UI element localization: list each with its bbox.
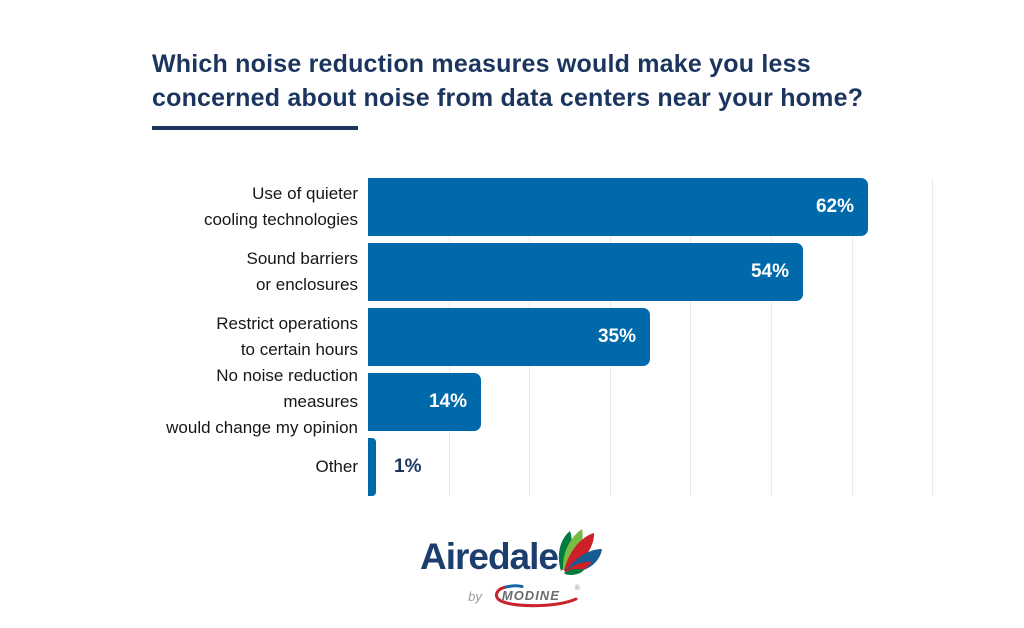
category-label: Other [315, 457, 358, 476]
value-label: 62% [815, 196, 854, 217]
bar: 35% [368, 308, 650, 366]
bar-track: 54% [368, 243, 1014, 301]
category-label: Sound barriers or enclosures [246, 249, 358, 294]
category-label: Restrict operations to certain hours [216, 314, 358, 359]
category-label: No noise reduction measures would change … [166, 366, 358, 437]
gridline-40 [690, 178, 691, 496]
title-underline [152, 126, 358, 130]
chart-row: Other 1% [148, 438, 1014, 496]
byline: by MODINE ® [468, 583, 580, 609]
airedale-wordmark: Airedale [419, 536, 559, 577]
byline-by: by [468, 588, 482, 604]
chart-title-line-1: Which noise reduction measures would mak… [152, 50, 811, 78]
bar-track: 35% [368, 308, 1014, 366]
bar: 62% [368, 178, 868, 236]
bar [368, 438, 376, 496]
chart-row: Sound barriers or enclosures 54% [148, 243, 1014, 301]
value-label: 54% [750, 261, 789, 282]
bar-track: 1% [368, 438, 1014, 496]
chart-row: Use of quieter cooling technologies 62% [148, 178, 1014, 236]
modine-registered-mark: ® [574, 585, 580, 592]
category-label: Use of quieter cooling technologies [203, 184, 358, 229]
bar-track: 62% [368, 178, 1014, 236]
gridline-60 [852, 178, 853, 496]
chart-row: Restrict operations to certain hours 35% [148, 308, 1014, 366]
modine-swoosh-icon [494, 584, 578, 608]
chart-title: Which noise reduction measures would mak… [152, 47, 932, 115]
gridline-70 [932, 178, 933, 496]
chart-rows: Use of quieter cooling technologies 62% Sou… [148, 178, 1014, 496]
value-label: 14% [428, 391, 467, 412]
brand-logo: Airedale by MODINE ® [0, 527, 1024, 609]
chart-row: No noise reduction measures would change … [148, 366, 1014, 437]
modine-logo: MODINE ® [488, 583, 580, 609]
modine-wordmark: MODINE [501, 588, 560, 603]
airedale-logo: Airedale [420, 527, 604, 581]
airedale-pinwheel-icon [558, 529, 602, 575]
value-label: 35% [597, 326, 636, 347]
bar-track: 14% [368, 373, 1014, 431]
bar-chart: Use of quieter cooling technologies 62% Sou… [148, 178, 1014, 496]
bar: 14% [368, 373, 481, 431]
value-label: 1% [394, 456, 422, 477]
gridline-50 [771, 178, 772, 496]
bar: 54% [368, 243, 803, 301]
chart-title-line-2: concerned about noise from data centers … [152, 84, 864, 112]
